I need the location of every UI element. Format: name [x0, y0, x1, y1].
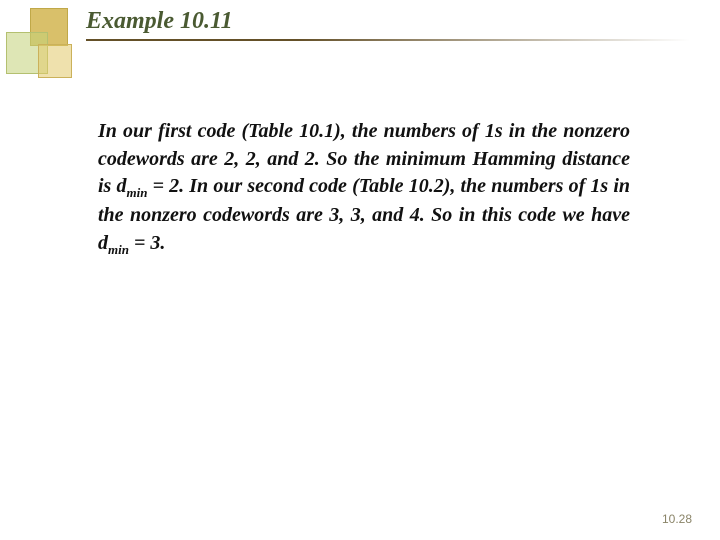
subscript-min-1: min: [126, 185, 147, 200]
slide-title: Example 10.11: [86, 8, 690, 35]
corner-decoration: [0, 0, 90, 90]
subscript-min-2: min: [108, 242, 129, 257]
body-part-2: = 2. In our second code (Table 10.2), th…: [98, 175, 630, 254]
decor-square-3: [38, 44, 72, 78]
body-paragraph: In our first code (Table 10.1), the numb…: [98, 118, 630, 259]
page-number: 10.28: [662, 512, 692, 526]
body-part-3: = 3.: [129, 232, 165, 254]
title-row: Example 10.11: [86, 8, 690, 41]
title-underline: [86, 39, 690, 41]
